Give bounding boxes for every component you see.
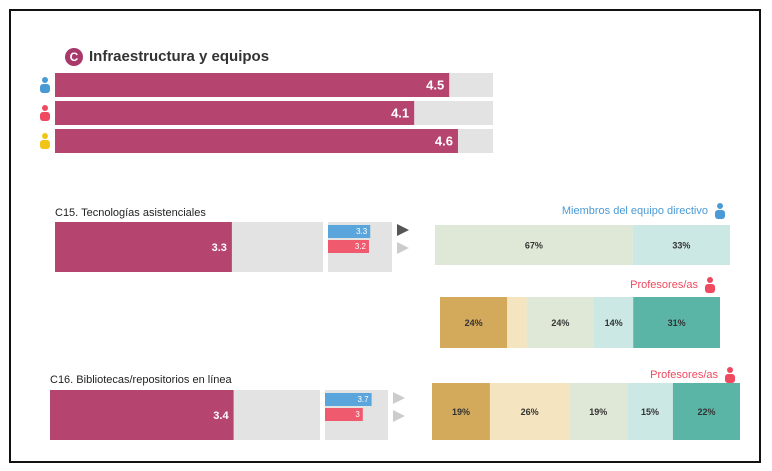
segment [627,383,673,440]
arrow [393,410,405,422]
bar-value: 3.3 [212,242,227,254]
segment [440,297,508,348]
segment-label: 15% [641,407,659,417]
arrow [397,242,409,254]
segment [633,297,720,348]
compare-value: 3.7 [357,395,369,404]
person-icon [725,374,735,383]
bar [55,222,232,272]
segment [489,383,570,440]
person-icon [40,112,50,121]
person-icon [42,105,48,111]
chart-title: Infraestructura y equipos [89,48,269,65]
segment-label: 24% [551,318,569,328]
arrow [393,392,405,404]
bar [55,73,450,97]
chart-title: C16. Bibliotecas/repositorios en línea [50,374,232,386]
segment-label: 33% [672,240,690,250]
person-icon [40,140,50,149]
segment-label: 14% [605,318,623,328]
bar-value: 4.5 [426,77,444,92]
segment-label: 26% [521,407,539,417]
compare-bar [328,225,371,238]
segment [507,297,527,348]
segment [435,225,633,265]
compare-value: 3 [355,410,360,419]
segment [594,297,634,348]
arrow [397,224,409,236]
segment [526,297,594,348]
badge [65,48,83,66]
segment [432,383,490,440]
bar [55,101,415,125]
person-icon [42,77,48,83]
segment-label: 24% [465,318,483,328]
segment-label: 31% [668,318,686,328]
segment-label: 19% [452,407,470,417]
person-icon [705,284,715,293]
person-icon [42,133,48,139]
compare-value: 3.2 [355,242,367,251]
compare-bar [328,240,369,253]
compare-bar [325,393,372,406]
bar-value: 3.4 [213,410,229,422]
badge-label: C [70,50,79,64]
person-icon [715,210,725,219]
person-icon [727,367,733,373]
segment-label: 67% [525,240,543,250]
segment [672,383,740,440]
chart-title: C15. Tecnologías asistenciales [55,207,206,219]
bar-value: 4.6 [435,133,453,148]
person-icon [707,277,713,283]
bar-value: 4.1 [391,105,409,120]
series-title: Profesores/as [630,279,698,291]
segment [569,383,628,440]
series-title: Miembros del equipo directivo [562,205,708,217]
segment-label: 22% [697,407,715,417]
segment-label: 19% [589,407,607,417]
bar [50,390,234,440]
compare-value: 3.3 [356,227,368,236]
person-icon [717,203,723,209]
person-icon [40,84,50,93]
segment [632,225,730,265]
compare-bar [325,408,363,421]
series-title: Profesores/as [650,369,718,381]
bar [55,129,458,153]
